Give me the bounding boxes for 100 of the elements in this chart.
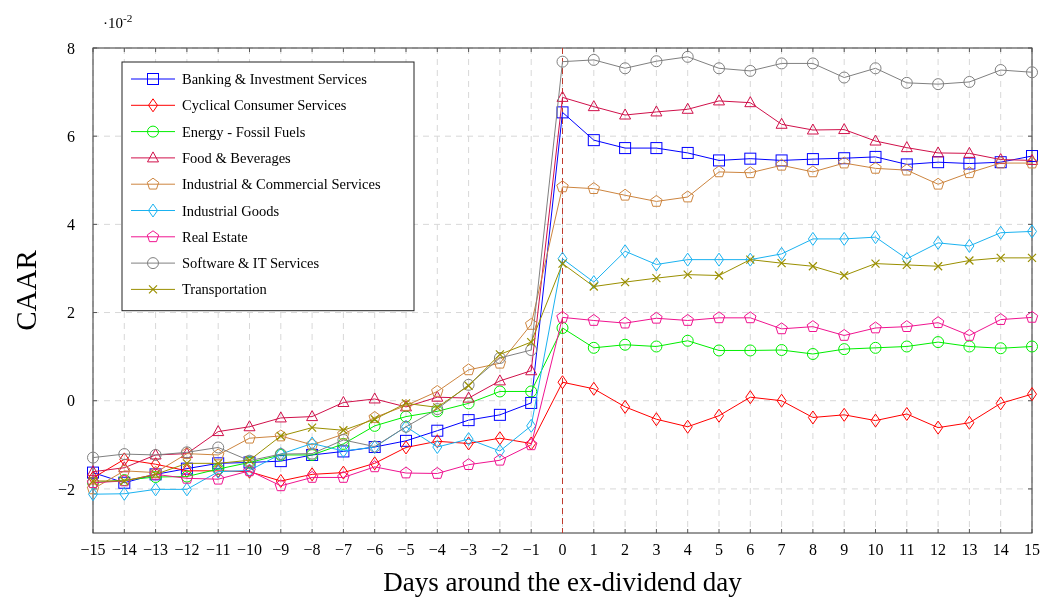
point [1026, 340, 1038, 353]
point [493, 356, 507, 369]
point [963, 75, 976, 88]
point [368, 419, 381, 432]
point [557, 375, 568, 390]
point [806, 165, 820, 178]
point [650, 142, 663, 155]
x-tick-label: −14 [111, 541, 137, 558]
point [839, 407, 850, 422]
point [900, 320, 914, 333]
point [587, 182, 601, 194]
point [589, 281, 599, 292]
point [900, 340, 913, 353]
point [462, 414, 475, 427]
point [181, 482, 192, 497]
x-tick-label: −4 [428, 541, 446, 558]
point [807, 410, 818, 425]
point [838, 71, 851, 84]
point [651, 257, 662, 272]
x-tick-label: 13 [961, 541, 978, 558]
point [775, 322, 788, 335]
point [619, 108, 632, 120]
point [619, 62, 632, 75]
point [493, 374, 506, 386]
x-axis-title: Days around the ex-dividend day [383, 567, 743, 597]
point [463, 436, 474, 451]
point [963, 146, 976, 158]
point [307, 423, 317, 433]
x-tick-label: 4 [683, 541, 692, 558]
y-tick-label: −2 [57, 480, 75, 498]
point [869, 341, 882, 354]
point [933, 420, 944, 435]
point [870, 230, 881, 245]
x-tick-label: 8 [808, 541, 817, 558]
point [744, 166, 757, 179]
point [995, 396, 1006, 411]
x-tick-label: 10 [867, 541, 884, 558]
point [87, 451, 99, 464]
point [620, 244, 631, 259]
point [775, 154, 788, 167]
y-tick-label: 0 [67, 392, 75, 410]
point [713, 154, 725, 167]
point [556, 55, 569, 68]
point [963, 157, 976, 170]
point [650, 340, 663, 353]
point [650, 105, 663, 117]
x-tick-label: 15 [1024, 541, 1040, 558]
point [681, 334, 694, 347]
point [714, 270, 724, 281]
y-tick-label: 8 [67, 39, 75, 57]
x-tick-label: −5 [397, 541, 415, 558]
point [870, 413, 881, 428]
point [525, 364, 538, 376]
point [526, 337, 536, 347]
point [462, 397, 475, 410]
point [337, 427, 350, 440]
x-tick-label: −11 [205, 541, 231, 558]
point [118, 461, 131, 473]
point [838, 123, 851, 135]
point [932, 78, 945, 91]
legend-label: Cyclical Consumer Services [182, 97, 347, 114]
point [525, 385, 538, 398]
point [495, 349, 505, 360]
point [182, 458, 192, 468]
point [869, 321, 882, 334]
point [306, 410, 319, 422]
point [777, 258, 787, 268]
point [587, 53, 600, 66]
point [744, 64, 757, 77]
point [588, 381, 599, 396]
y-tick-label: 2 [67, 304, 75, 322]
legend-label: Food & Beverages [182, 149, 292, 166]
point [745, 390, 756, 405]
point [806, 153, 819, 166]
point [933, 235, 944, 250]
point [493, 408, 506, 421]
point [618, 316, 632, 329]
point [870, 259, 881, 269]
point [713, 62, 725, 75]
point [400, 410, 412, 423]
point [526, 418, 537, 433]
x-tick-label: 5 [715, 541, 723, 558]
point [806, 320, 820, 333]
point [838, 343, 851, 356]
point [525, 344, 538, 357]
point [682, 252, 693, 267]
point [932, 146, 945, 158]
point [337, 433, 350, 446]
point [901, 406, 912, 421]
x-tick-label: −13 [143, 541, 169, 558]
point [368, 392, 381, 404]
point [994, 313, 1007, 325]
x-tick-label: −9 [272, 541, 290, 558]
point [338, 425, 348, 435]
point [869, 150, 882, 163]
point [839, 270, 849, 281]
point [275, 473, 286, 488]
point [744, 152, 757, 165]
point [493, 351, 506, 364]
x-tick-label: 14 [992, 541, 1009, 558]
